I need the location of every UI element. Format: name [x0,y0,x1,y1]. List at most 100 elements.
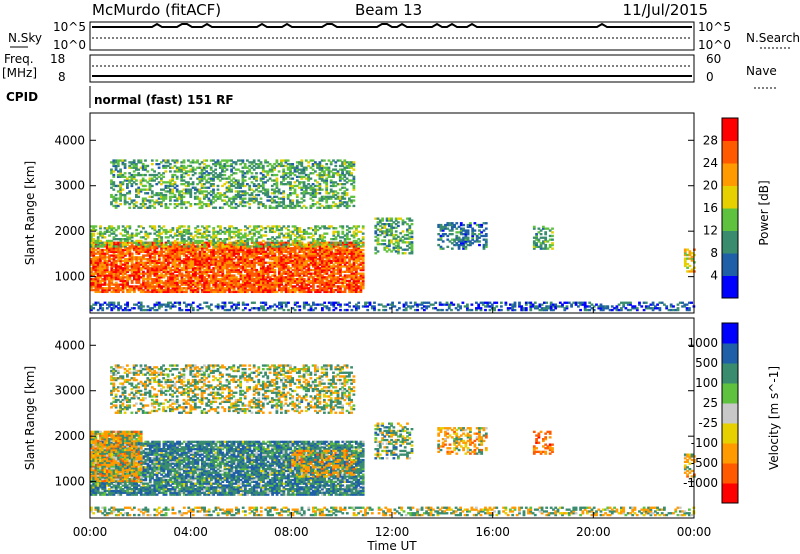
data-cell [216,188,220,191]
data-cell [151,241,154,244]
data-cell [203,261,206,264]
data-cell [309,248,313,252]
data-cell [262,265,265,268]
data-cell [302,263,306,266]
data-cell [250,263,254,266]
data-cell [128,250,132,254]
data-cell [94,272,98,275]
data-cell [273,281,277,284]
data-cell [96,259,100,263]
data-cell [250,261,254,264]
data-cell [171,265,175,268]
data-cell [112,248,116,252]
data-cell [144,267,148,270]
data-cell [96,279,100,283]
data-cell [259,243,263,246]
data-cell [255,247,259,250]
data-cell [241,288,245,292]
data-cell [253,263,256,266]
data-cell [305,263,308,266]
data-cell [157,267,161,270]
data-cell [287,241,290,244]
data-cell [139,159,143,162]
data-cell [330,259,333,263]
data-cell [117,259,120,263]
data-cell [119,268,123,272]
data-cell [321,287,324,290]
data-cell [228,281,231,284]
data-cell [151,288,154,292]
data-cell [162,285,166,288]
data-cell [323,252,327,255]
data-cell [126,288,129,292]
data-cell [114,256,118,259]
data-cell [268,241,272,244]
data-cell [117,287,120,290]
data-cell [133,268,136,272]
data-cell [223,250,227,254]
data-cell [239,250,243,254]
data-cell [203,265,206,268]
data-cell [250,241,254,244]
data-cell [235,285,238,288]
data-cell [280,263,284,266]
data-cell [146,270,150,274]
data-cell [232,278,236,281]
data-cell [332,268,336,272]
data-cell [148,276,152,279]
data-cell [203,270,206,274]
data-cell [135,270,139,274]
data-cell [325,270,329,274]
data-cell [142,265,145,268]
data-cell [225,285,229,288]
data-cell [305,287,308,290]
data-cell [99,267,102,270]
data-cell [330,254,333,257]
data-cell [103,245,107,248]
data-cell [194,270,197,274]
data-cell [287,278,290,281]
data-cell [126,285,129,288]
data-cell [187,276,191,279]
data-cell [130,263,134,266]
data-cell [246,278,250,281]
data-cell [171,241,175,244]
data-cell [284,258,288,261]
data-cell [162,259,166,263]
data-cell [114,272,118,275]
data-cell [262,267,265,270]
data-cell [275,281,279,284]
data-cell [194,285,197,288]
data-cell [257,285,261,288]
data-cell [135,285,139,288]
data-cell [321,241,324,244]
data-cell [302,288,306,292]
data-cell [135,247,139,250]
data-cell [318,279,322,283]
data-cell [153,206,156,209]
data-cell [176,288,179,292]
data-cell [216,268,220,272]
data-cell [176,283,179,286]
data-cell [196,288,200,292]
data-cell [162,261,166,264]
data-cell [309,259,313,263]
data-cell [255,270,259,274]
data-cell [191,274,195,277]
data-cell [318,241,322,244]
data-cell [312,243,315,246]
data-cell [103,278,107,281]
data-cell [121,256,125,259]
data-cell [259,258,263,261]
data-cell [221,270,225,274]
data-cell [99,281,102,284]
data-cell [314,272,317,275]
data-cell [130,285,134,288]
data-cell [241,278,245,281]
data-cell [225,288,229,292]
data-cell [216,247,220,250]
data-cell [133,270,136,274]
data-cell [90,288,93,292]
data-cell [296,265,299,268]
data-cell [268,278,272,281]
